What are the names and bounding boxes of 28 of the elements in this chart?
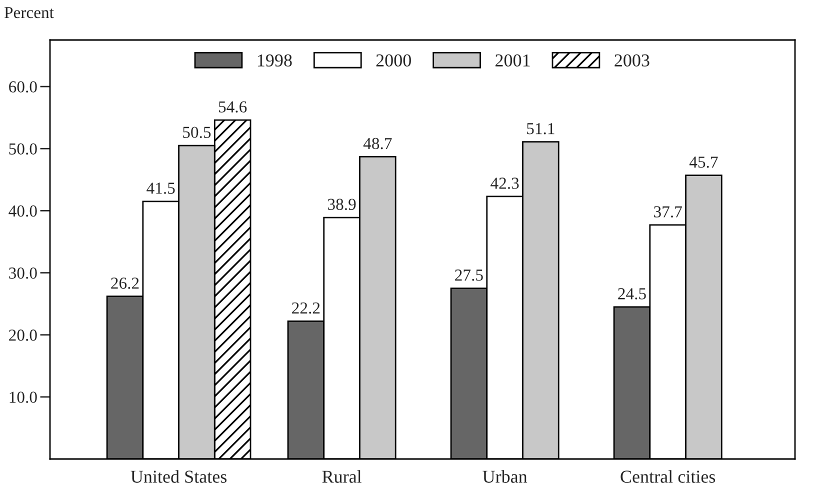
y-tick-label: 10.0	[10, 392, 37, 403]
y-tick-label: 40.0	[8, 205, 37, 217]
data-label: 22.2	[292, 302, 320, 314]
y-tick-label: 60.0	[9, 81, 37, 93]
data-label: 54.6	[218, 101, 247, 113]
data-label: 42.3	[490, 178, 519, 189]
x-tick-label: Rural	[322, 470, 362, 483]
data-label: 26.2	[111, 278, 139, 289]
legend-label: 2000	[376, 54, 411, 67]
data-label: 50.5	[183, 126, 211, 138]
data-label: 51.1	[527, 123, 554, 134]
data-label: 27.5	[455, 270, 483, 281]
data-label: 38.9	[328, 198, 356, 210]
y-axis-title: Percent	[4, 7, 54, 18]
x-tick-label: United States	[130, 470, 227, 483]
y-tick-label: 50.0	[9, 143, 37, 155]
legend-label: 1998	[258, 54, 292, 67]
data-label: 48.7	[363, 138, 392, 150]
y-tick-label: 20.0	[9, 330, 37, 341]
data-label: 37.7	[654, 206, 682, 218]
data-label: 24.5	[618, 288, 646, 300]
data-label: 41.5	[146, 182, 175, 194]
legend-label: 2003	[614, 54, 650, 67]
legend-label: 2001	[496, 54, 530, 67]
x-tick-label: Central cities	[620, 470, 716, 483]
x-tick-label: Urban	[482, 470, 528, 483]
data-label: 45.7	[689, 156, 718, 168]
y-tick-label: 30.0	[9, 267, 37, 279]
